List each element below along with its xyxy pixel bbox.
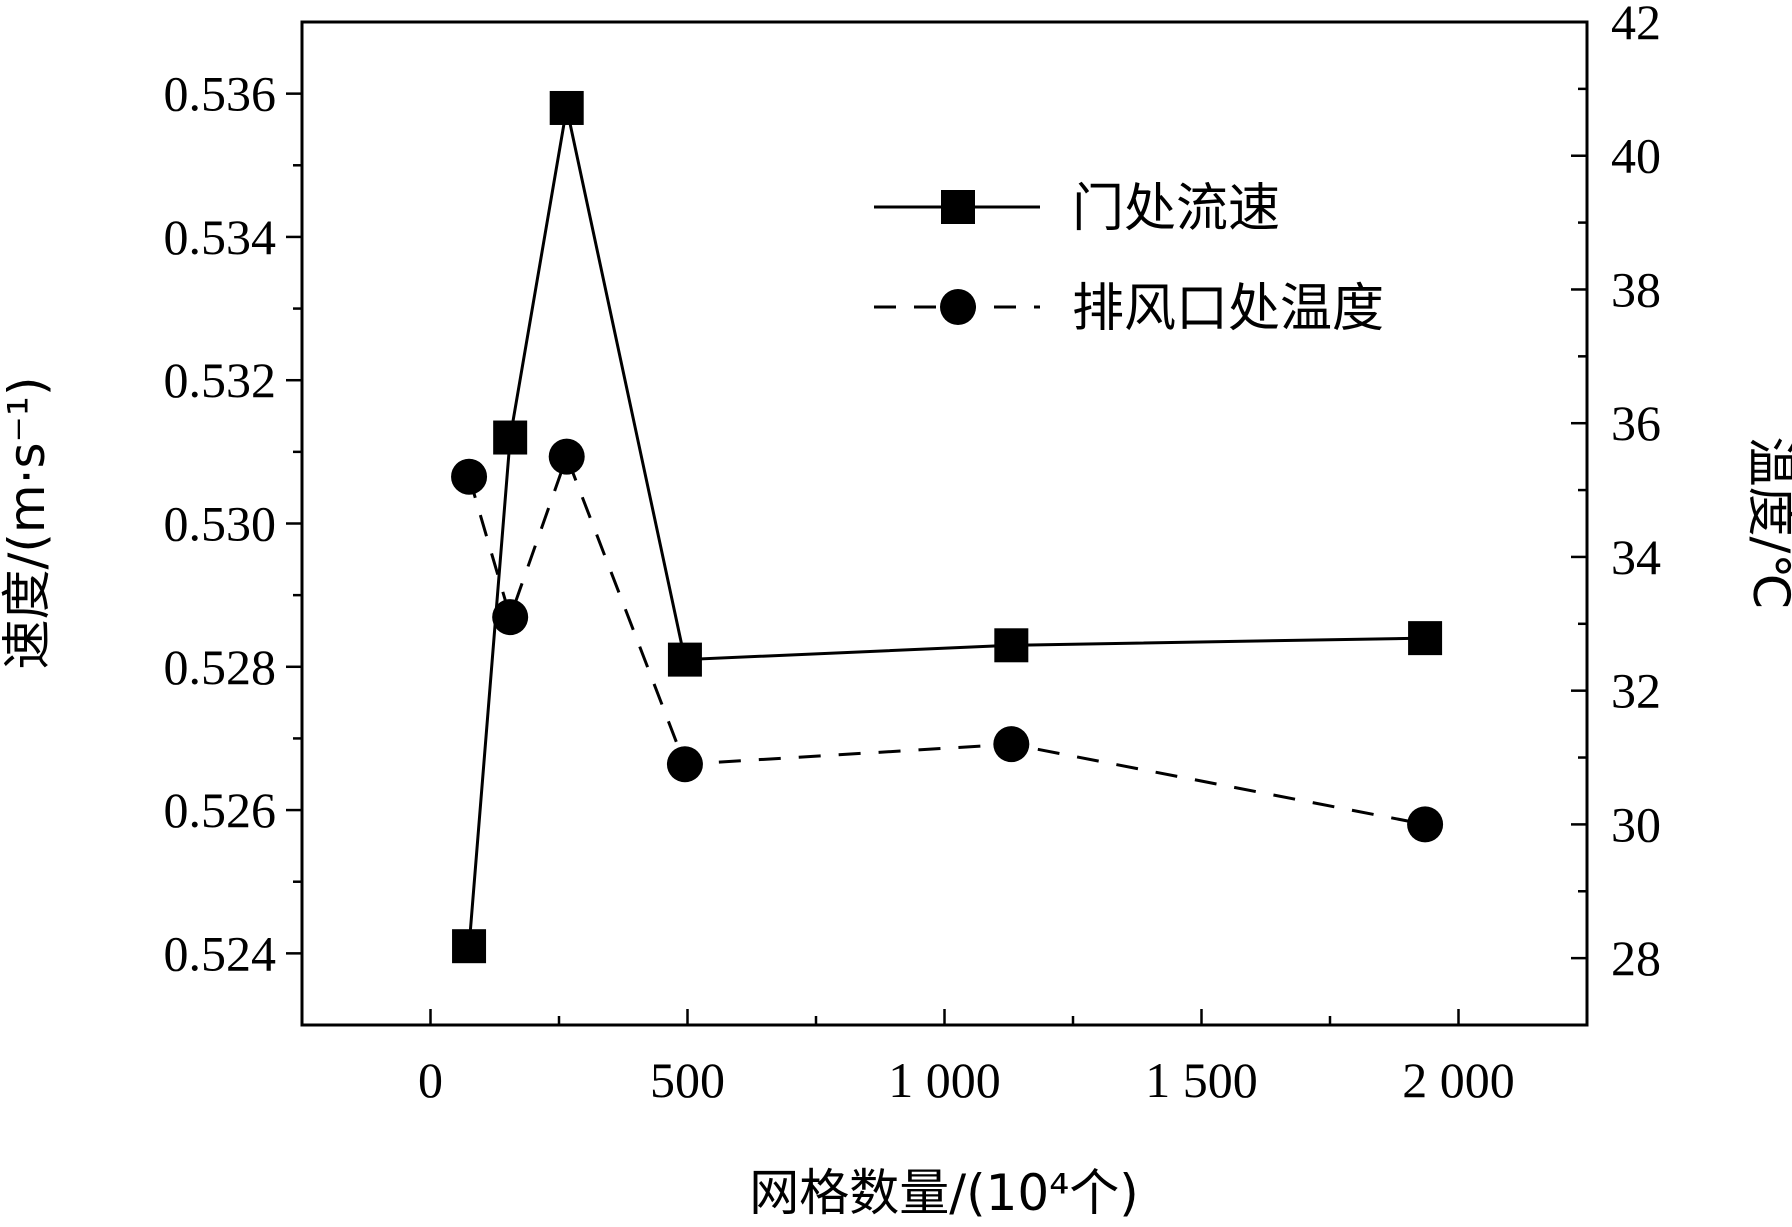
x-tick-label: 500 [650, 1052, 725, 1108]
legend-label-temperature: 排风口处温度 [1072, 279, 1384, 339]
y2-tick-label: 34 [1611, 529, 1661, 585]
legend-label-velocity: 门处流速 [1072, 179, 1280, 239]
legend: 门处流速 排风口处温度 [874, 179, 1384, 339]
x-tick-label: 1 000 [888, 1052, 1001, 1108]
y-tick-label: 0.530 [164, 496, 277, 552]
ticks-layer: 0 500 1 000 1 500 2 000 0.524 0.526 0.528 0.530 0… [164, 0, 1662, 1108]
velocity-point [994, 628, 1029, 663]
velocity-series-line [467, 107, 1426, 947]
x-tick-label: 1 500 [1145, 1052, 1258, 1108]
temperature-point [492, 599, 529, 636]
temperature-point [548, 438, 585, 475]
y-tick-label: 0.528 [164, 639, 277, 695]
y-tick-label: 0.534 [164, 209, 277, 265]
temperature-series-line [467, 452, 1426, 826]
temperature-point [993, 726, 1030, 763]
y2-tick-label: 38 [1611, 261, 1661, 317]
x-axis-title: 网格数量/(10⁴个) [749, 1164, 1139, 1222]
y-tick-label: 0.532 [164, 352, 277, 408]
y2-tick-label: 28 [1611, 930, 1661, 986]
y2-tick-label: 40 [1611, 128, 1661, 184]
x-tick-label: 2 000 [1402, 1052, 1515, 1108]
legend-item-velocity: 门处流速 [874, 179, 1280, 239]
legend-marker-circle [940, 289, 976, 325]
temperature-point [1407, 806, 1444, 843]
y-tick-label: 0.536 [164, 66, 277, 122]
y-tick-label: 0.526 [164, 782, 277, 838]
velocity-point [452, 929, 487, 964]
temperature-point [451, 458, 488, 495]
x-tick-label: 0 [418, 1052, 443, 1108]
legend-item-temperature: 排风口处温度 [874, 279, 1384, 339]
y-tick-label: 0.524 [164, 925, 277, 981]
y2-tick-label: 42 [1611, 0, 1661, 50]
y2-tick-label: 30 [1611, 796, 1661, 852]
legend-marker-square [941, 190, 975, 224]
plot-frame [300, 20, 1589, 1027]
velocity-point [1408, 621, 1443, 656]
temperature-point [666, 746, 703, 783]
y-axis-title: 速度/(m·s⁻¹) [0, 377, 56, 670]
y2-axis-title: 温度/℃ [1742, 437, 1792, 610]
velocity-point [549, 90, 584, 125]
y2-tick-label: 36 [1611, 395, 1661, 451]
velocity-point [667, 642, 702, 677]
y2-tick-label: 32 [1611, 663, 1661, 719]
series-layer [451, 90, 1444, 964]
velocity-point [493, 420, 528, 455]
